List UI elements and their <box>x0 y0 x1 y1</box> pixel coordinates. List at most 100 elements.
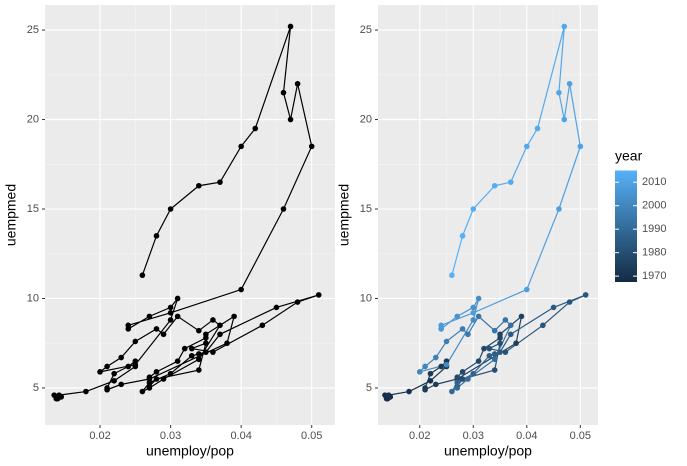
point <box>174 358 181 364</box>
point <box>167 370 174 377</box>
point <box>174 313 181 320</box>
x-tick-label: 0.03 <box>463 430 484 442</box>
path-segment <box>510 306 554 335</box>
point <box>139 388 146 395</box>
y-tick-label: 5 <box>366 382 372 394</box>
point <box>160 376 167 382</box>
point <box>125 322 132 329</box>
point <box>422 363 428 370</box>
point <box>146 379 153 386</box>
point <box>475 358 482 364</box>
point <box>294 299 301 305</box>
point <box>174 295 181 302</box>
point <box>111 377 117 384</box>
path-segment <box>505 324 544 353</box>
point <box>433 381 439 388</box>
point <box>449 388 455 395</box>
path-segment <box>536 26 565 129</box>
point <box>454 313 461 320</box>
point <box>146 385 153 391</box>
point <box>416 369 423 375</box>
x-axis-title: unemploy/pop <box>146 443 234 459</box>
point <box>125 363 132 370</box>
point <box>481 345 487 352</box>
point <box>459 369 466 375</box>
y-tick-label: 10 <box>27 292 39 304</box>
point <box>217 179 223 185</box>
point <box>287 116 294 123</box>
legend-label: 1980 <box>642 247 666 259</box>
point <box>491 351 498 357</box>
path-segment <box>494 343 501 371</box>
point <box>507 322 514 329</box>
point <box>427 370 434 377</box>
x-tick-label: 0.03 <box>160 430 181 442</box>
point <box>497 335 503 341</box>
point <box>561 23 568 30</box>
point <box>433 354 439 361</box>
point <box>238 286 244 293</box>
y-tick-label: 10 <box>360 292 372 304</box>
point <box>561 116 568 123</box>
point <box>181 345 188 352</box>
y-tick-label: 5 <box>33 382 39 394</box>
point <box>294 80 301 87</box>
path-segment <box>456 373 474 384</box>
point <box>167 206 174 212</box>
point <box>470 304 477 311</box>
point <box>540 322 546 329</box>
path-segment <box>558 92 565 120</box>
path-segment <box>526 208 560 290</box>
path-segment <box>472 185 496 210</box>
point <box>167 317 174 323</box>
path-segment <box>542 301 571 326</box>
path-segment <box>483 337 501 350</box>
x-tick-label: 0.05 <box>570 430 591 442</box>
path-segment <box>558 26 565 93</box>
path-segment <box>467 316 480 335</box>
point <box>167 304 174 311</box>
point <box>273 304 280 311</box>
point <box>486 345 493 352</box>
path-segment <box>446 328 463 342</box>
point <box>203 335 209 341</box>
point <box>104 363 110 370</box>
legend-label: 1990 <box>642 223 666 235</box>
legend-title: year <box>615 148 643 164</box>
path-segment <box>499 333 512 353</box>
path-segment <box>462 208 474 237</box>
legend-label: 2010 <box>642 176 666 188</box>
x-tick-label: 0.04 <box>516 430 537 442</box>
point <box>111 370 117 377</box>
point <box>188 345 195 352</box>
path-segment <box>558 146 581 210</box>
path-segment <box>451 235 464 276</box>
path-segment <box>388 390 410 396</box>
point <box>454 374 461 381</box>
point <box>422 386 428 393</box>
point <box>308 143 315 150</box>
point <box>139 272 146 279</box>
x-tick-label: 0.02 <box>89 430 110 442</box>
point <box>427 377 434 384</box>
point <box>497 349 503 355</box>
point <box>252 125 259 132</box>
point <box>513 340 519 347</box>
point <box>153 376 160 382</box>
y-tick-label: 15 <box>27 203 39 215</box>
point <box>196 356 202 363</box>
point <box>259 322 266 329</box>
point <box>577 143 584 150</box>
point <box>470 317 477 323</box>
point <box>443 338 450 345</box>
point <box>550 304 557 311</box>
point <box>83 388 89 395</box>
point <box>582 292 589 298</box>
point <box>491 182 498 189</box>
path-segment <box>430 366 447 382</box>
point <box>118 354 125 361</box>
point <box>196 327 202 334</box>
path-segment <box>472 355 490 375</box>
point <box>491 356 498 363</box>
point <box>438 363 444 370</box>
